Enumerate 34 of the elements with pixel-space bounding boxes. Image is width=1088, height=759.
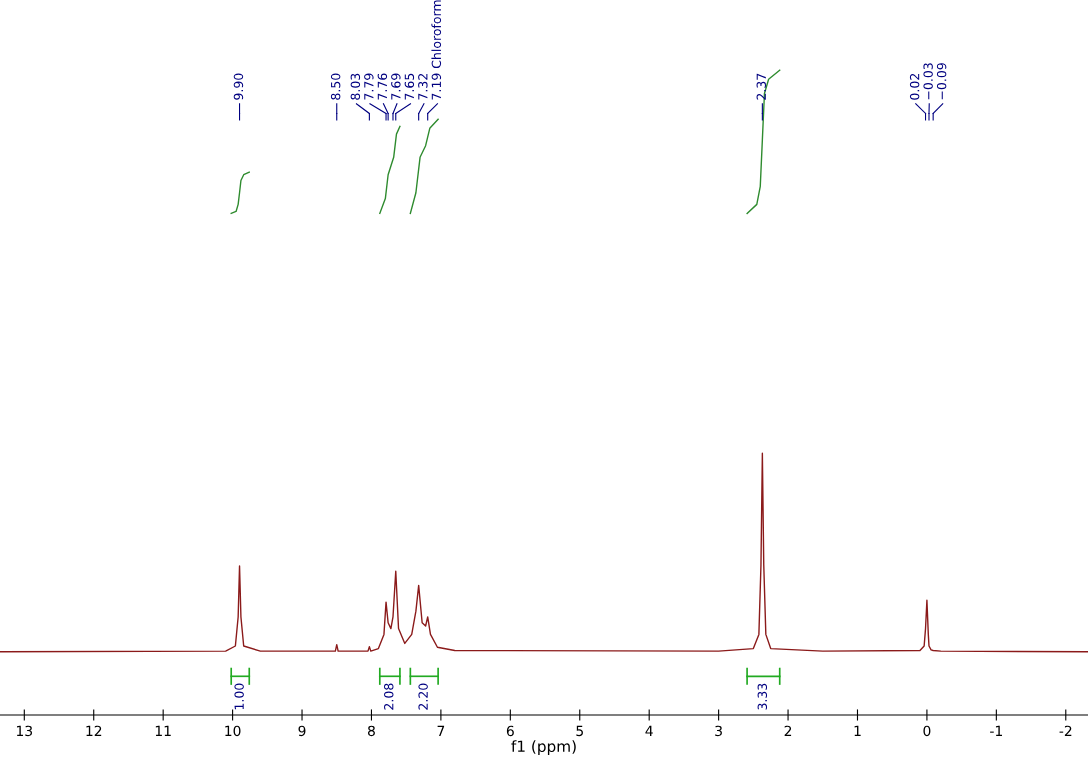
x-tick-label: 13 bbox=[16, 725, 33, 737]
annotation: −0.09 bbox=[936, 63, 947, 100]
x-tick-label: 12 bbox=[86, 725, 102, 736]
x-tick-label: 1 bbox=[854, 725, 861, 736]
x-tick-label: 9 bbox=[298, 725, 306, 737]
annotation: 1.00 bbox=[234, 683, 244, 710]
x-tick-label: 3 bbox=[715, 725, 722, 737]
annotation: 8.50 bbox=[330, 73, 341, 100]
annotation: 8.03 bbox=[350, 73, 361, 100]
x-tick-label: -1 bbox=[990, 725, 1002, 736]
x-tick-label: 4 bbox=[645, 725, 653, 736]
annotation: 7.69 bbox=[391, 73, 401, 100]
x-tick-label: 6 bbox=[506, 725, 514, 737]
annotation: 2.37 bbox=[756, 73, 766, 100]
annotation: 2.08 bbox=[384, 683, 394, 710]
x-tick-label: 8 bbox=[367, 725, 375, 737]
x-tick-label: 2 bbox=[784, 725, 792, 736]
annotation: 7.19 Chloroform bbox=[431, 0, 442, 100]
x-tick-label: -2 bbox=[1059, 725, 1072, 736]
annotation: −0.03 bbox=[923, 63, 933, 100]
x-tick-label: 0 bbox=[923, 725, 931, 737]
x-tick-label: 7 bbox=[437, 725, 445, 736]
annotation: 0.02 bbox=[909, 73, 920, 100]
x-tick-label: 11 bbox=[155, 725, 171, 736]
x-axis-title: f1 (ppm) bbox=[511, 740, 576, 756]
annotation: 2.20 bbox=[418, 683, 428, 710]
annotation: 7.76 bbox=[377, 73, 388, 100]
annotation: 7.32 bbox=[418, 73, 428, 100]
annotation: 3.33 bbox=[757, 683, 768, 710]
annotation: 7.79 bbox=[364, 73, 374, 100]
annotation: 7.65 bbox=[404, 73, 415, 100]
x-tick-label: 5 bbox=[576, 725, 583, 737]
x-tick-label: 10 bbox=[225, 725, 241, 737]
annotation: 9.90 bbox=[233, 73, 244, 100]
